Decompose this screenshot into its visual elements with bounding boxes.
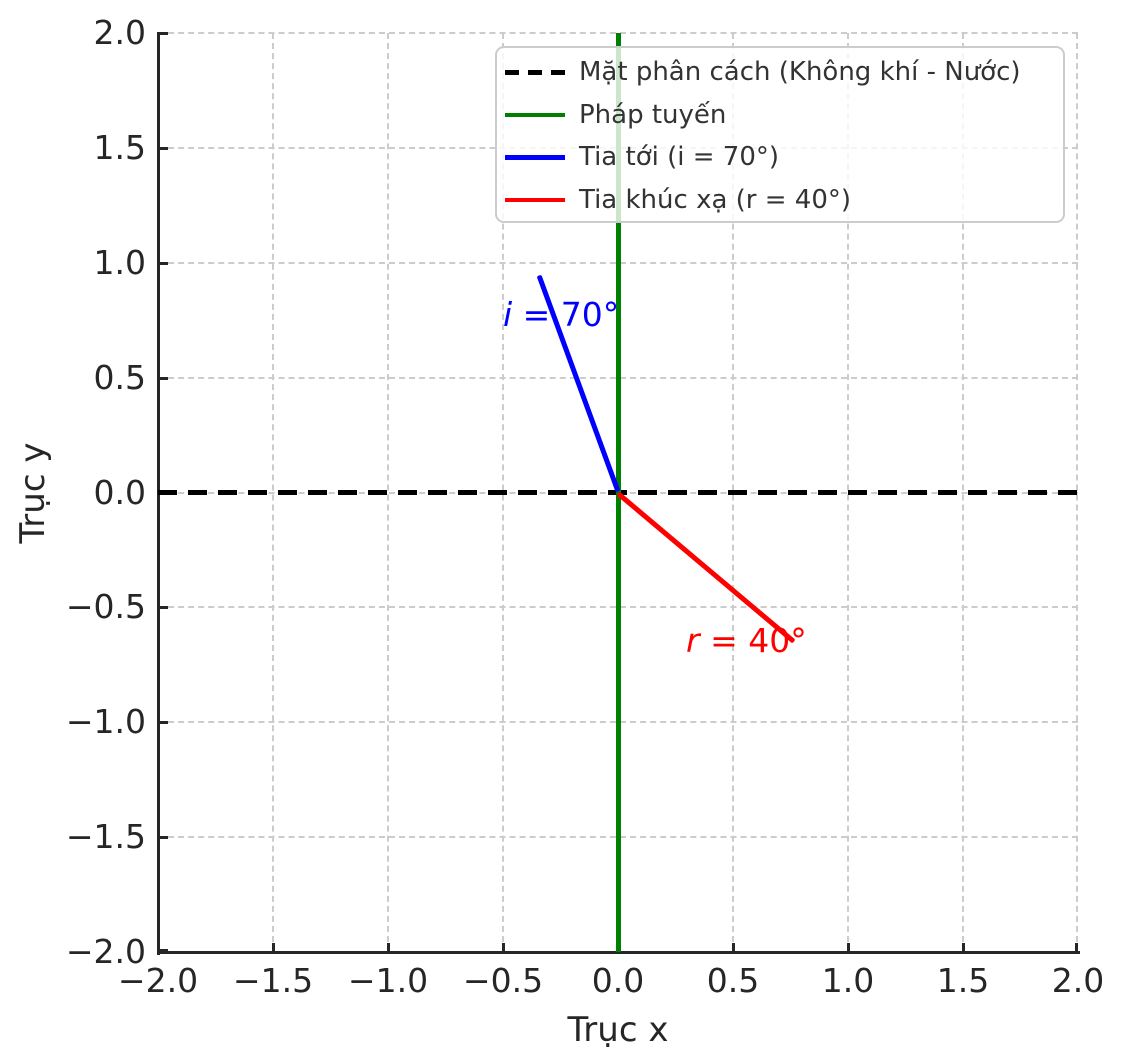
x-tick [731, 942, 735, 951]
legend-label: Tia tới (i = 70°) [579, 142, 780, 173]
legend-label: Mặt phân cách (Không khí - Nước) [579, 57, 1021, 88]
incident-angle-var: i [503, 295, 513, 334]
x-tick [386, 942, 390, 951]
y-tick-label: 0.5 [93, 358, 146, 397]
legend: Mặt phân cách (Không khí - Nước) Pháp tu… [495, 46, 1065, 223]
y-tick-label: 0.0 [93, 473, 146, 512]
x-tick-label: 1.5 [936, 961, 990, 1000]
x-tick-label: 1.0 [821, 961, 875, 1000]
y-tick [159, 261, 168, 265]
y-tick [159, 605, 168, 609]
x-tick-label: −0.5 [462, 961, 544, 1000]
legend-label: Tia khúc xạ (r = 40°) [579, 184, 852, 215]
red-line-sample-icon [505, 197, 565, 202]
x-tick [156, 942, 160, 951]
x-axis-label: Trục x [567, 1010, 669, 1050]
blue-line-sample-icon [505, 155, 565, 160]
y-tick [159, 31, 168, 35]
y-tick-label: −1.0 [65, 702, 146, 741]
y-tick-label: 2.0 [93, 13, 146, 52]
y-tick [159, 835, 168, 839]
refracted-angle-value: = 40° [699, 621, 807, 660]
legend-item: Pháp tuyến [505, 94, 1063, 137]
x-tick [846, 942, 850, 951]
legend-item: Tia tới (i = 70°) [505, 136, 1063, 179]
incident-angle-annotation: i = 70° [503, 295, 619, 334]
x-tick-label: −1.5 [232, 961, 314, 1000]
y-tick [159, 949, 168, 952]
green-line-sample-icon [505, 112, 565, 117]
y-axis-label: Trục y [13, 442, 53, 544]
refracted-angle-var: r [686, 621, 700, 660]
y-tick-label: −1.5 [65, 817, 146, 856]
y-tick-label: 1.5 [93, 128, 146, 167]
y-tick [159, 376, 168, 380]
incident-angle-value: = 70° [512, 295, 620, 334]
y-tick-label: −2.0 [65, 932, 146, 971]
refracted-angle-annotation: r = 40° [686, 621, 807, 660]
bottom-spine [156, 950, 1080, 954]
legend-item: Mặt phân cách (Không khí - Nước) [505, 51, 1063, 94]
dashed-line-sample-icon [505, 70, 565, 75]
y-tick-label: −0.5 [65, 587, 146, 626]
legend-label: Pháp tuyến [579, 99, 727, 130]
legend-item: Tia khúc xạ (r = 40°) [505, 179, 1063, 222]
x-tick-label: 0.0 [591, 961, 645, 1000]
y-tick [159, 720, 168, 724]
x-tick [1075, 942, 1078, 951]
plot-area: i = 70° r = 40° Mặt phân cách (Không khí… [156, 31, 1080, 955]
x-tick [961, 942, 965, 951]
x-tick-label: 2.0 [1051, 961, 1105, 1000]
y-tick [159, 146, 168, 150]
x-tick [501, 942, 505, 951]
x-tick-label: −1.0 [347, 961, 429, 1000]
x-tick-label: −2.0 [117, 961, 199, 1000]
y-tick-label: 1.0 [93, 243, 146, 282]
x-tick-label: 0.5 [706, 961, 760, 1000]
x-tick [271, 942, 275, 951]
